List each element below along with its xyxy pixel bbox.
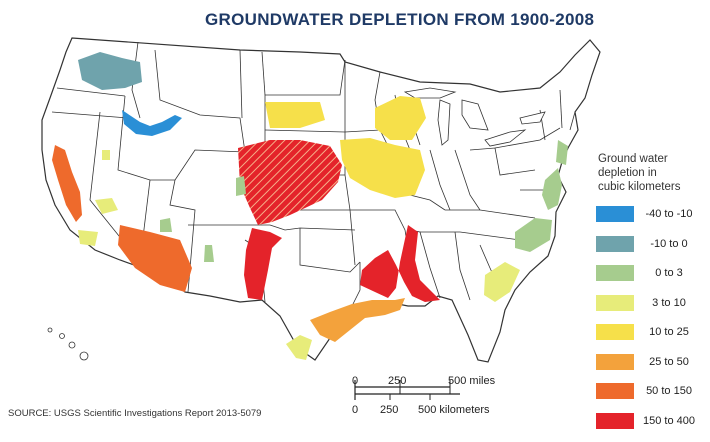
source-note: SOURCE: USGS Scientific Investigations R…: [8, 408, 262, 419]
legend-item: -40 to -10: [596, 206, 706, 222]
region-arizona: [118, 225, 192, 292]
legend-heading-line: cubic kilometers: [598, 181, 681, 193]
legend-swatch: [596, 206, 634, 222]
legend-label: -40 to -10: [645, 208, 693, 220]
legend-item: 150 to 400: [596, 412, 706, 429]
region-wisconsin: [375, 96, 426, 140]
legend-item: 10 to 25: [596, 324, 706, 340]
legend-label: 50 to 150: [646, 385, 692, 397]
legend-heading: Ground water depletion in cubic kilomete…: [598, 152, 706, 194]
scale-km-250: 250: [380, 404, 398, 416]
legend-label: 150 to 400: [643, 414, 695, 427]
legend-item: 25 to 50: [596, 353, 706, 370]
region-colorado-small: [236, 176, 246, 196]
legend-heading-line: Ground water: [598, 153, 668, 165]
region-snake-river: [122, 110, 182, 136]
legend-swatch: [596, 235, 634, 252]
region-nevada-small-1: [95, 198, 118, 214]
legend-label: 3 to 10: [652, 296, 686, 309]
scale-miles-250: 250: [388, 375, 406, 387]
region-newmexico-small: [204, 245, 214, 262]
region-sc-ga: [484, 262, 520, 302]
legend-item: 3 to 10: [596, 294, 706, 311]
region-midwest-glacial: [340, 138, 425, 198]
legend: Ground water depletion in cubic kilomete…: [596, 152, 706, 442]
region-texas-coastal: [286, 335, 312, 360]
legend-label: 10 to 25: [649, 326, 689, 338]
region-columbia-plateau: [78, 52, 142, 90]
scale-km-500: 500 kilometers: [418, 404, 490, 416]
region-dakota: [265, 102, 325, 128]
region-high-plains-south: [244, 228, 282, 300]
legend-label: 25 to 50: [649, 355, 689, 368]
region-nevada-small-2: [78, 230, 98, 246]
map-title: GROUNDWATER DEPLETION FROM 1900-2008: [205, 10, 595, 29]
legend-swatch: [596, 412, 634, 429]
region-gulf-coastal: [310, 298, 405, 342]
legend-rows: -40 to -10 -10 to 0 0 to 3 3 to 10 10 to 25 2…: [596, 206, 706, 429]
depletion-regions: [52, 52, 568, 360]
region-idaho-small: [102, 150, 110, 160]
region-california-central-valley: [52, 145, 82, 222]
legend-swatch: [596, 294, 634, 311]
legend-item: -10 to 0: [596, 235, 706, 252]
region-atlantic-coastal-plain-north: [542, 168, 562, 210]
legend-item: 0 to 3: [596, 265, 706, 281]
legend-swatch: [596, 324, 634, 340]
legend-heading-line: depletion in: [598, 167, 657, 179]
us-map: [41, 37, 601, 363]
scale-miles-0: 0: [352, 375, 358, 387]
hawaii-islands: [47, 327, 89, 361]
scale-km-0: 0: [352, 404, 358, 416]
legend-swatch: [596, 383, 634, 399]
legend-label: -10 to 0: [650, 237, 688, 250]
state-borders: [51, 41, 576, 311]
legend-label: 0 to 3: [655, 267, 683, 279]
legend-item: 50 to 150: [596, 383, 706, 399]
legend-swatch: [596, 265, 634, 281]
region-high-plains-north: [238, 140, 342, 225]
scale-bar: 0 250 500 miles 0 250 500 kilometers: [352, 375, 496, 416]
region-mississippi-embayment: [360, 225, 440, 302]
region-virginia-nc: [515, 218, 552, 252]
scale-miles-500: 500 miles: [448, 375, 496, 387]
map-figure: GROUNDWATER DEPLETION FROM 1900-2008: [8, 10, 695, 429]
great-lakes: [403, 87, 546, 147]
region-utah-small: [160, 218, 172, 232]
legend-swatch: [596, 353, 634, 370]
region-nj: [556, 140, 568, 165]
